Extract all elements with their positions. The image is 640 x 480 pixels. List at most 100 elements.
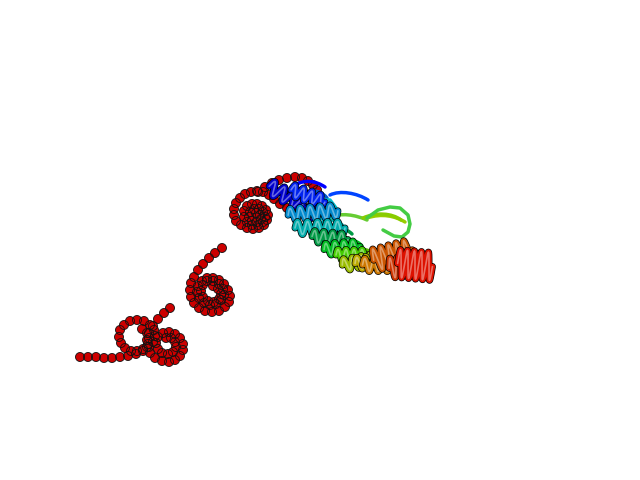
- Circle shape: [221, 302, 230, 312]
- Circle shape: [223, 286, 232, 295]
- Circle shape: [282, 204, 291, 213]
- Circle shape: [138, 347, 147, 356]
- Circle shape: [186, 292, 195, 301]
- Circle shape: [253, 220, 262, 229]
- Circle shape: [150, 332, 159, 340]
- Circle shape: [138, 345, 147, 353]
- Circle shape: [255, 224, 264, 232]
- Circle shape: [170, 356, 179, 364]
- Circle shape: [148, 322, 157, 331]
- FancyArrowPatch shape: [323, 220, 343, 226]
- Circle shape: [216, 289, 225, 299]
- Circle shape: [225, 291, 234, 300]
- Circle shape: [202, 274, 211, 283]
- Circle shape: [175, 351, 184, 360]
- Circle shape: [115, 333, 124, 341]
- Circle shape: [259, 188, 268, 196]
- Circle shape: [269, 194, 278, 204]
- Circle shape: [214, 276, 223, 285]
- Circle shape: [170, 337, 179, 347]
- Circle shape: [239, 206, 248, 216]
- FancyArrowPatch shape: [307, 191, 327, 198]
- Circle shape: [198, 292, 207, 301]
- Circle shape: [216, 296, 225, 304]
- Circle shape: [312, 185, 321, 194]
- Circle shape: [253, 188, 262, 196]
- FancyArrowPatch shape: [330, 215, 367, 220]
- Circle shape: [211, 249, 220, 257]
- Circle shape: [303, 206, 312, 216]
- Circle shape: [143, 343, 152, 351]
- Circle shape: [164, 358, 173, 367]
- Circle shape: [289, 206, 298, 216]
- Circle shape: [179, 339, 188, 348]
- Circle shape: [189, 273, 198, 281]
- Circle shape: [298, 173, 307, 182]
- Circle shape: [243, 202, 252, 211]
- Circle shape: [150, 353, 159, 362]
- FancyArrowPatch shape: [362, 257, 381, 261]
- Circle shape: [198, 276, 207, 286]
- Circle shape: [164, 327, 173, 336]
- FancyArrowPatch shape: [330, 192, 368, 200]
- Circle shape: [246, 188, 255, 196]
- Circle shape: [308, 180, 317, 190]
- Circle shape: [131, 349, 141, 359]
- Circle shape: [76, 352, 84, 361]
- Circle shape: [209, 274, 218, 283]
- Circle shape: [159, 328, 168, 337]
- Circle shape: [214, 279, 223, 288]
- Circle shape: [143, 328, 152, 337]
- Circle shape: [253, 200, 262, 208]
- Circle shape: [239, 213, 248, 221]
- Circle shape: [195, 303, 204, 312]
- Circle shape: [145, 343, 154, 351]
- Circle shape: [264, 191, 273, 200]
- Circle shape: [193, 265, 202, 275]
- Circle shape: [120, 321, 129, 329]
- Circle shape: [116, 338, 125, 348]
- Circle shape: [143, 339, 152, 348]
- Circle shape: [314, 192, 323, 201]
- Circle shape: [225, 298, 234, 307]
- Circle shape: [83, 352, 93, 361]
- FancyArrowPatch shape: [355, 250, 373, 254]
- FancyArrowPatch shape: [367, 216, 405, 222]
- Circle shape: [207, 308, 216, 316]
- Circle shape: [132, 347, 141, 356]
- Circle shape: [172, 343, 180, 351]
- Circle shape: [198, 280, 207, 289]
- Circle shape: [262, 205, 271, 215]
- Circle shape: [163, 349, 173, 359]
- Circle shape: [236, 193, 244, 203]
- Circle shape: [214, 295, 223, 303]
- Circle shape: [138, 324, 147, 334]
- Circle shape: [244, 213, 253, 221]
- FancyArrowPatch shape: [363, 214, 401, 220]
- Circle shape: [127, 347, 136, 356]
- Circle shape: [170, 329, 179, 338]
- Circle shape: [237, 220, 246, 229]
- Circle shape: [241, 190, 250, 199]
- Circle shape: [260, 182, 269, 192]
- FancyArrowPatch shape: [343, 241, 362, 246]
- Circle shape: [211, 300, 221, 309]
- Circle shape: [268, 179, 276, 188]
- Circle shape: [120, 344, 129, 352]
- Circle shape: [259, 207, 268, 216]
- Circle shape: [115, 352, 125, 361]
- FancyArrowPatch shape: [376, 259, 394, 264]
- Circle shape: [303, 177, 312, 185]
- FancyArrowPatch shape: [315, 204, 334, 208]
- Circle shape: [220, 279, 228, 288]
- Circle shape: [248, 220, 257, 229]
- Circle shape: [230, 204, 239, 214]
- Circle shape: [243, 217, 252, 227]
- Circle shape: [230, 211, 239, 219]
- Circle shape: [186, 278, 195, 288]
- Circle shape: [145, 348, 154, 358]
- Circle shape: [257, 215, 266, 224]
- Circle shape: [214, 285, 223, 293]
- Circle shape: [175, 334, 184, 343]
- Circle shape: [168, 348, 177, 357]
